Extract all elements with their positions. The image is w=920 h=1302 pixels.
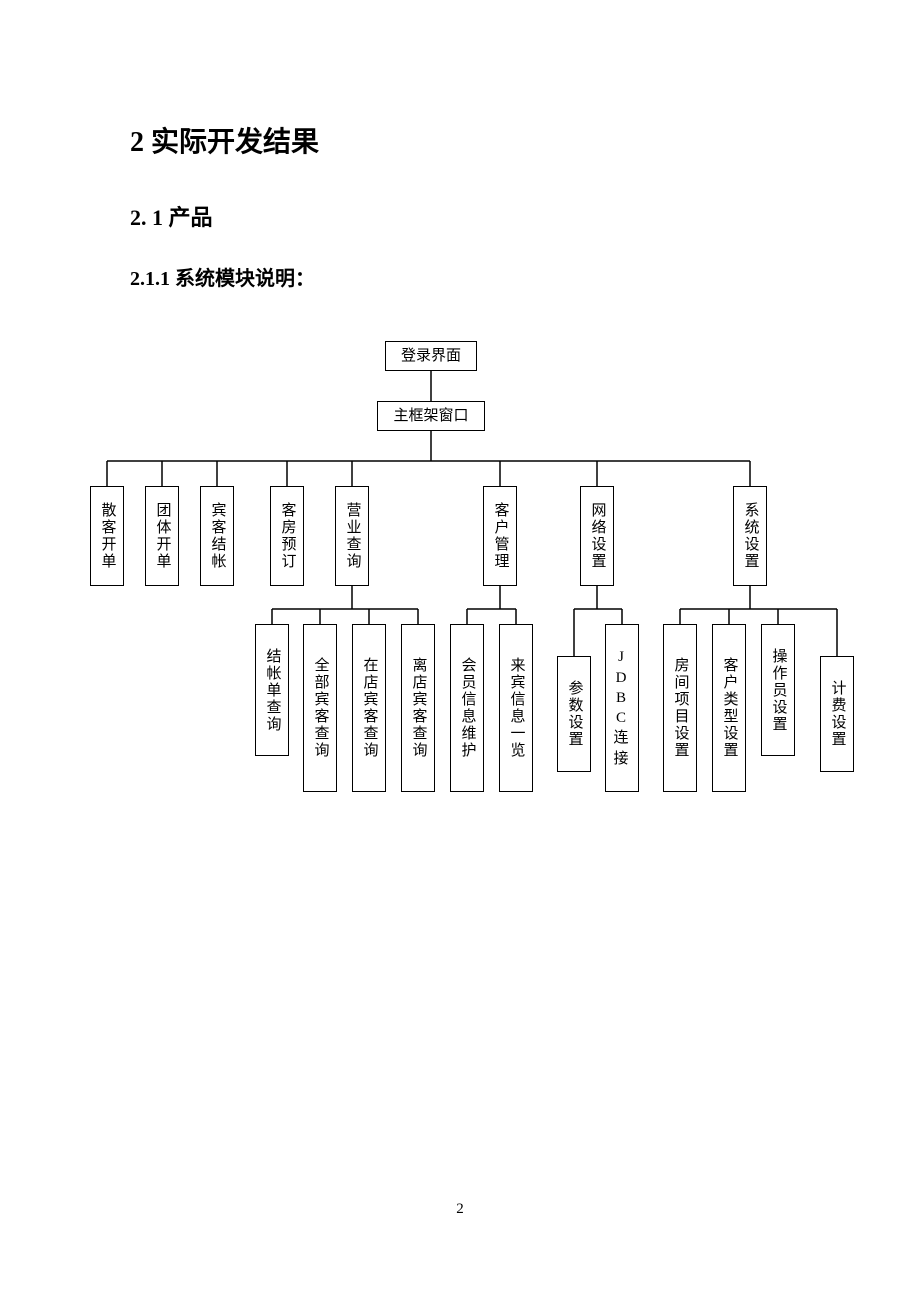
tree-node: 来宾信息一览 xyxy=(499,624,533,792)
tree-node: 客户管理 xyxy=(483,486,517,586)
tree-node: 客户类型设置 xyxy=(712,624,746,792)
tree-node: 营业查询 xyxy=(335,486,369,586)
tree-node: 计费设置 xyxy=(820,656,854,772)
tree-node: 操作员设置 xyxy=(761,624,795,756)
tree-node: JDBC连接 xyxy=(605,624,639,792)
tree-node: 在店宾客查询 xyxy=(352,624,386,792)
tree-node: 宾客结帐 xyxy=(200,486,234,586)
tree-node: 系统设置 xyxy=(733,486,767,586)
tree-node: 网络设置 xyxy=(580,486,614,586)
tree-node: 客房预订 xyxy=(270,486,304,586)
tree-node: 散客开单 xyxy=(90,486,124,586)
heading-2: 2. 1 产品 xyxy=(130,200,790,232)
page-number: 2 xyxy=(130,1201,790,1218)
tree-node: 结帐单查询 xyxy=(255,624,289,756)
tree-node: 离店宾客查询 xyxy=(401,624,435,792)
tree-node: 全部宾客查询 xyxy=(303,624,337,792)
tree-node: 主框架窗口 xyxy=(377,401,485,431)
heading-1: 2 实际开发结果 xyxy=(130,120,790,160)
tree-node: 参数设置 xyxy=(557,656,591,772)
tree-node: 登录界面 xyxy=(385,341,477,371)
heading-3: 2.1.1 系统模块说明： xyxy=(130,262,790,291)
tree-node: 团体开单 xyxy=(145,486,179,586)
module-hierarchy-diagram: 登录界面主框架窗口散客开单团体开单宾客结帐 客房预订营业查询 客户管理 网络设置 系统设… xyxy=(85,321,845,841)
tree-node: 房间项目设置 xyxy=(663,624,697,792)
tree-node: 会员信息维护 xyxy=(450,624,484,792)
